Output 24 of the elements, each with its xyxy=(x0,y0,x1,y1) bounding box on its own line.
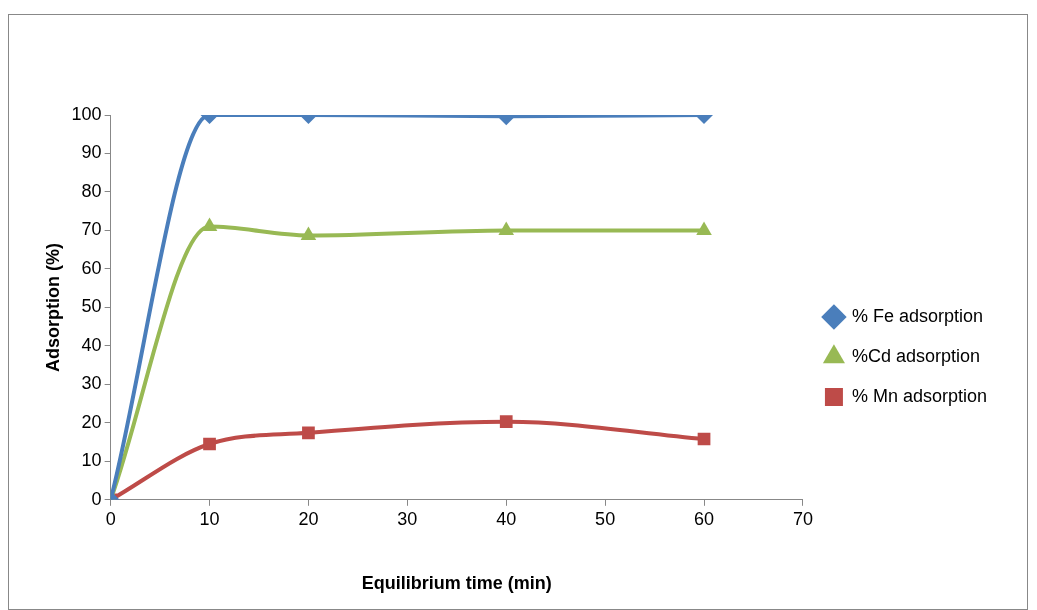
y-tick-label: 20 xyxy=(81,411,102,432)
x-tick-label: 10 xyxy=(199,508,220,529)
legend-label: %Cd adsorption xyxy=(851,345,981,366)
x-tick-label: 60 xyxy=(694,508,715,529)
y-tick-label: 40 xyxy=(81,334,102,355)
legend-label: % Mn adsorption xyxy=(851,385,988,406)
y-tick-label: 70 xyxy=(81,219,102,240)
y-tick-label: 100 xyxy=(71,103,102,124)
y-tick-label: 90 xyxy=(81,142,102,163)
x-axis-title: Equilibrium time (min) xyxy=(361,573,552,594)
x-tick-label: 50 xyxy=(595,508,616,529)
x-tick-label: 30 xyxy=(397,508,418,529)
x-tick-label: 0 xyxy=(105,508,116,529)
x-tick-label: 70 xyxy=(792,508,813,529)
y-tick-label: 60 xyxy=(81,257,102,278)
x-tick-label: 20 xyxy=(298,508,319,529)
x-tick-label: 40 xyxy=(496,508,517,529)
y-axis-title: Adsorption (%) xyxy=(42,242,63,372)
legend-label: % Fe adsorption xyxy=(851,305,984,326)
y-tick-label: 0 xyxy=(91,488,102,509)
y-tick-label: 30 xyxy=(81,373,102,394)
y-tick-label: 80 xyxy=(81,180,102,201)
y-tick-label: 50 xyxy=(81,296,102,317)
y-tick-label: 10 xyxy=(81,450,102,471)
